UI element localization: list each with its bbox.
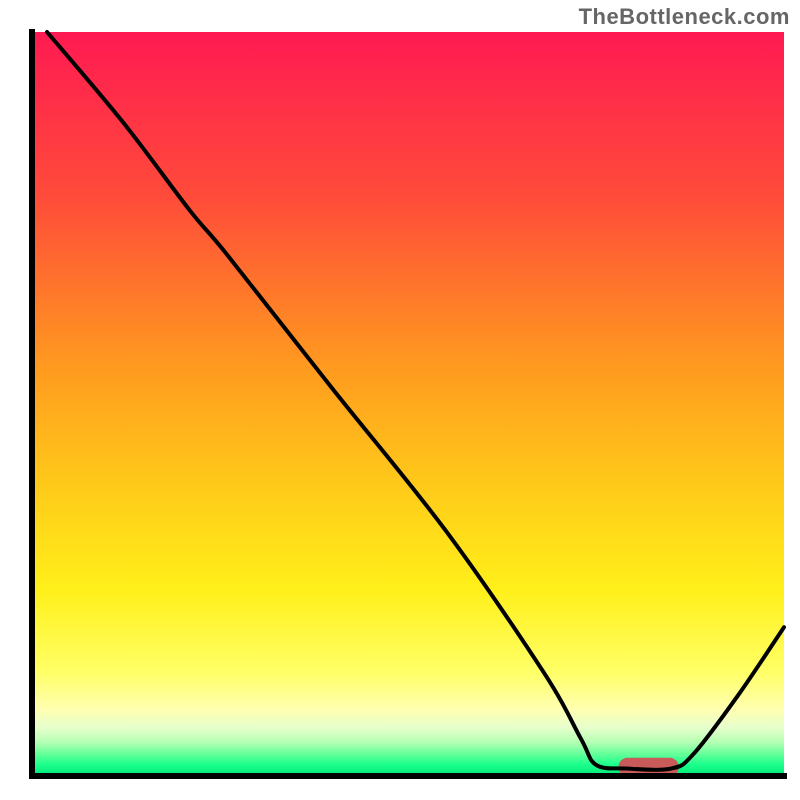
bottleneck-chart: TheBottleneck.com — [0, 0, 800, 800]
watermark-text: TheBottleneck.com — [579, 4, 790, 30]
chart-svg — [0, 0, 800, 800]
plot-background — [32, 32, 784, 776]
